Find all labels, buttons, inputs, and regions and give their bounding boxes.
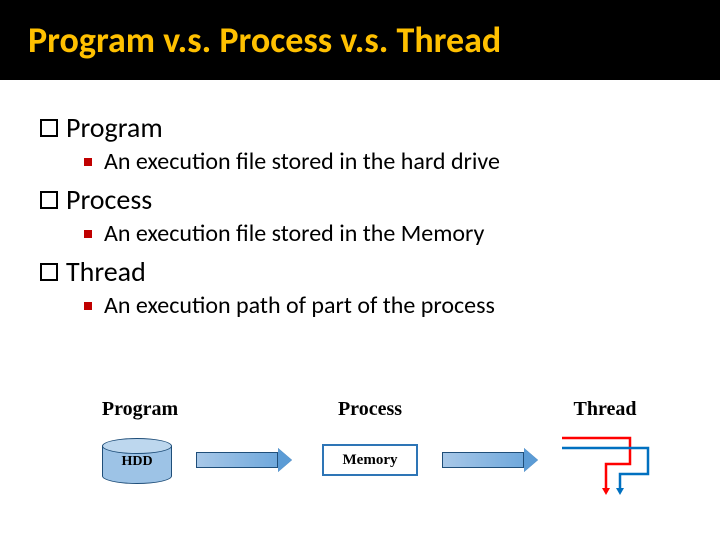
arrow-icon (196, 452, 292, 470)
sub-program: An execution file stored in the hard dri… (84, 147, 680, 176)
square-bullet-icon (40, 191, 58, 209)
square-bullet-icon (40, 119, 58, 137)
content-area: Program An execution file stored in the … (0, 80, 720, 320)
sub-bullet-icon (84, 302, 92, 310)
heading-program: Program (40, 110, 680, 145)
slide-title-bar: Program v.s. Process v.s. Thread (0, 0, 720, 80)
label-program: Program (102, 398, 178, 420)
sub-text: An execution file stored in the Memory (104, 219, 484, 248)
heading-text: Program (66, 110, 163, 145)
sub-text: An execution file stored in the hard dri… (104, 147, 500, 176)
hdd-label: HDD (102, 454, 172, 470)
hdd-cylinder-icon: HDD (102, 438, 172, 484)
sub-thread: An execution path of part of the process (84, 291, 680, 320)
label-thread: Thread (574, 398, 637, 420)
sub-bullet-icon (84, 158, 92, 166)
sub-text: An execution path of part of the process (104, 291, 495, 320)
square-bullet-icon (40, 263, 58, 281)
sub-bullet-icon (84, 230, 92, 238)
heading-text: Thread (66, 254, 146, 289)
heading-process: Process (40, 182, 680, 217)
label-process: Process (338, 398, 402, 420)
memory-box: Memory (322, 444, 418, 476)
heading-thread: Thread (40, 254, 680, 289)
sub-process: An execution file stored in the Memory (84, 219, 680, 248)
heading-text: Process (66, 182, 152, 217)
arrow-icon (442, 452, 538, 470)
slide-title: Program v.s. Process v.s. Thread (28, 18, 692, 62)
thread-paths-icon (560, 434, 670, 498)
